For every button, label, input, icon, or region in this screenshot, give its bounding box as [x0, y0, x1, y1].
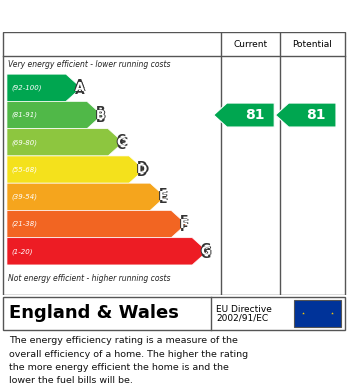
Text: (55-68): (55-68) [11, 166, 37, 173]
Polygon shape [7, 129, 123, 156]
Text: C: C [117, 133, 126, 145]
Text: B: B [95, 109, 104, 122]
Text: D: D [137, 163, 148, 176]
Text: G: G [199, 245, 210, 258]
Polygon shape [7, 210, 186, 238]
Text: C: C [117, 139, 126, 152]
Text: EU Directive: EU Directive [216, 305, 272, 314]
Polygon shape [7, 238, 207, 265]
Text: The energy efficiency rating is a measure of the
overall efficiency of a home. T: The energy efficiency rating is a measur… [9, 336, 248, 385]
Text: A: A [74, 81, 84, 94]
Polygon shape [7, 156, 144, 183]
Text: A: A [76, 81, 85, 94]
Text: F: F [181, 217, 190, 231]
Text: E: E [159, 187, 168, 200]
Text: (81-91): (81-91) [11, 112, 37, 118]
Text: 2002/91/EC: 2002/91/EC [216, 313, 269, 322]
Text: D: D [136, 163, 147, 176]
Text: B: B [96, 109, 105, 122]
Text: B: B [96, 106, 105, 118]
Text: A: A [74, 78, 84, 91]
Text: Current: Current [234, 39, 268, 48]
Text: C: C [117, 136, 126, 149]
Text: (92-100): (92-100) [11, 84, 42, 91]
Text: Energy Efficiency Rating: Energy Efficiency Rating [9, 9, 230, 23]
Text: G: G [200, 245, 211, 258]
Text: D: D [137, 160, 148, 173]
Text: D: D [139, 163, 149, 176]
Polygon shape [214, 103, 274, 127]
Polygon shape [7, 183, 165, 210]
Text: B: B [96, 112, 105, 125]
Text: F: F [180, 221, 189, 234]
Polygon shape [275, 103, 336, 127]
Polygon shape [7, 101, 102, 129]
Text: (21-38): (21-38) [11, 221, 37, 227]
Text: E: E [159, 190, 168, 203]
Text: 81: 81 [245, 108, 264, 122]
Text: E: E [158, 190, 167, 203]
Text: C: C [116, 136, 125, 149]
Text: F: F [180, 214, 189, 228]
Text: Very energy efficient - lower running costs: Very energy efficient - lower running co… [8, 61, 171, 70]
Text: G: G [200, 242, 211, 255]
Bar [294, 300, 341, 327]
Text: F: F [180, 217, 189, 231]
Text: (39-54): (39-54) [11, 194, 37, 200]
Text: D: D [137, 166, 148, 179]
Text: Potential: Potential [292, 39, 332, 48]
Text: England & Wales: England & Wales [9, 304, 179, 322]
Text: (69-80): (69-80) [11, 139, 37, 145]
Text: A: A [73, 81, 83, 94]
Text: F: F [179, 217, 188, 231]
Text: C: C [118, 136, 127, 149]
Text: 81: 81 [307, 108, 326, 122]
Text: B: B [97, 109, 106, 122]
Text: Not energy efficient - higher running costs: Not energy efficient - higher running co… [8, 274, 171, 283]
Polygon shape [7, 74, 81, 101]
Text: G: G [200, 248, 211, 261]
Text: E: E [160, 190, 169, 203]
Text: G: G [201, 245, 212, 258]
Text: (1-20): (1-20) [11, 248, 33, 255]
Text: A: A [74, 84, 84, 97]
Text: E: E [159, 194, 168, 206]
